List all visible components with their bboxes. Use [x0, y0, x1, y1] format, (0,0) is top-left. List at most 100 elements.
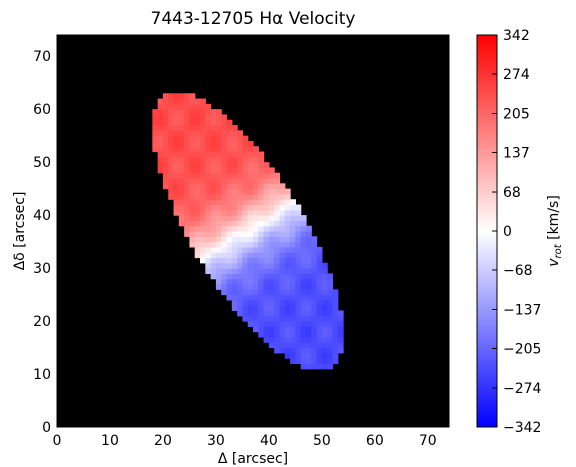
velocity-pixel	[253, 305, 259, 312]
velocity-pixel	[263, 315, 270, 322]
velocity-pixel	[263, 188, 270, 195]
velocity-pixel	[263, 289, 270, 296]
velocity-pixel	[231, 135, 238, 142]
velocity-pixel	[210, 156, 217, 163]
velocity-pixel	[184, 98, 191, 105]
velocity-pixel	[284, 310, 291, 317]
velocity-pixel	[221, 162, 228, 169]
velocity-pixel	[279, 204, 286, 211]
velocity-pixel	[200, 252, 206, 259]
velocity-pixel	[226, 273, 233, 280]
velocity-pixel	[268, 188, 275, 195]
velocity-pixel	[200, 130, 206, 137]
x-tick-label: 30	[207, 433, 225, 449]
velocity-pixel	[242, 146, 249, 153]
velocity-pixel	[226, 119, 233, 126]
velocity-pixel	[200, 215, 206, 222]
velocity-pixel	[295, 273, 302, 280]
y-tick-label: 20	[33, 314, 51, 330]
velocity-pixel	[337, 321, 344, 327]
velocity-pixel	[189, 167, 196, 174]
velocity-pixel	[295, 326, 302, 333]
velocity-pixel	[210, 140, 217, 147]
velocity-pixel	[253, 321, 259, 327]
velocity-pixel	[305, 278, 312, 285]
velocity-pixel	[242, 231, 249, 237]
velocity-pixel	[168, 135, 175, 142]
velocity-pixel	[200, 193, 206, 200]
velocity-pixel	[226, 289, 233, 296]
velocity-pixel	[316, 321, 323, 327]
velocity-pixel	[194, 109, 201, 116]
velocity-pixel	[242, 283, 249, 290]
velocity-pixel	[215, 225, 222, 232]
velocity-pixel	[247, 315, 254, 322]
velocity-pixel	[290, 294, 296, 301]
velocity-pixel	[247, 246, 254, 253]
velocity-pixel	[311, 246, 318, 253]
velocity-pixel	[168, 109, 175, 116]
velocity-pixel	[152, 125, 159, 131]
velocity-pixel	[237, 294, 244, 301]
velocity-pixel	[305, 342, 312, 349]
velocity-pixel	[332, 299, 339, 306]
velocity-pixel	[279, 326, 286, 333]
velocity-pixel	[231, 262, 238, 269]
velocity-pixel	[268, 215, 275, 222]
velocity-pixel	[274, 347, 281, 354]
velocity-pixel	[268, 172, 275, 179]
velocity-pixel	[189, 156, 196, 163]
colorbar-tick-label: −205	[503, 341, 541, 357]
x-axis-label: Δ [arcsec]	[218, 451, 288, 467]
velocity-pixel	[194, 130, 201, 137]
velocity-pixel	[205, 167, 212, 174]
velocity-pixel	[184, 156, 191, 163]
velocity-pixel	[221, 262, 228, 269]
velocity-pixel	[263, 326, 270, 333]
colorbar-tick-label: 137	[503, 145, 530, 161]
velocity-pixel	[263, 278, 270, 285]
velocity-pixel	[327, 331, 334, 338]
velocity-pixel	[258, 156, 265, 163]
velocity-pixel	[215, 215, 222, 222]
velocity-pixel	[210, 135, 217, 142]
velocity-pixel	[300, 310, 307, 317]
velocity-pixel	[290, 315, 296, 322]
velocity-pixel	[231, 183, 238, 190]
velocity-pixel	[157, 167, 164, 174]
velocity-pixel	[237, 183, 244, 190]
velocity-pixel	[157, 125, 164, 131]
velocity-pixel	[279, 193, 286, 200]
velocity-pixel	[210, 262, 217, 269]
velocity-pixel	[189, 215, 196, 222]
velocity-pixel	[205, 262, 212, 269]
velocity-pixel	[263, 299, 270, 306]
velocity-pixel	[253, 162, 259, 169]
velocity-pixel	[258, 183, 265, 190]
velocity-pixel	[237, 220, 244, 227]
velocity-pixel	[279, 299, 286, 306]
velocity-pixel	[231, 188, 238, 195]
velocity-pixel	[327, 326, 334, 333]
velocity-pixel	[274, 178, 281, 184]
velocity-pixel	[247, 156, 254, 163]
velocity-pixel	[162, 125, 169, 131]
velocity-pixel	[168, 146, 175, 153]
velocity-pixel	[311, 305, 318, 312]
velocity-pixel	[215, 130, 222, 137]
velocity-pixel	[210, 130, 217, 137]
velocity-pixel	[268, 183, 275, 190]
velocity-pixel	[200, 167, 206, 174]
velocity-pixel	[189, 236, 196, 243]
velocity-pixel	[205, 215, 212, 222]
velocity-pixel	[300, 331, 307, 338]
velocity-pixel	[242, 172, 249, 179]
velocity-pixel	[205, 236, 212, 243]
velocity-pixel	[215, 146, 222, 153]
velocity-pixel	[247, 310, 254, 317]
velocity-pixel	[279, 257, 286, 264]
velocity-pixel	[258, 172, 265, 179]
velocity-pixel	[221, 114, 228, 121]
velocity-pixel	[205, 146, 212, 153]
velocity-pixel	[168, 114, 175, 121]
